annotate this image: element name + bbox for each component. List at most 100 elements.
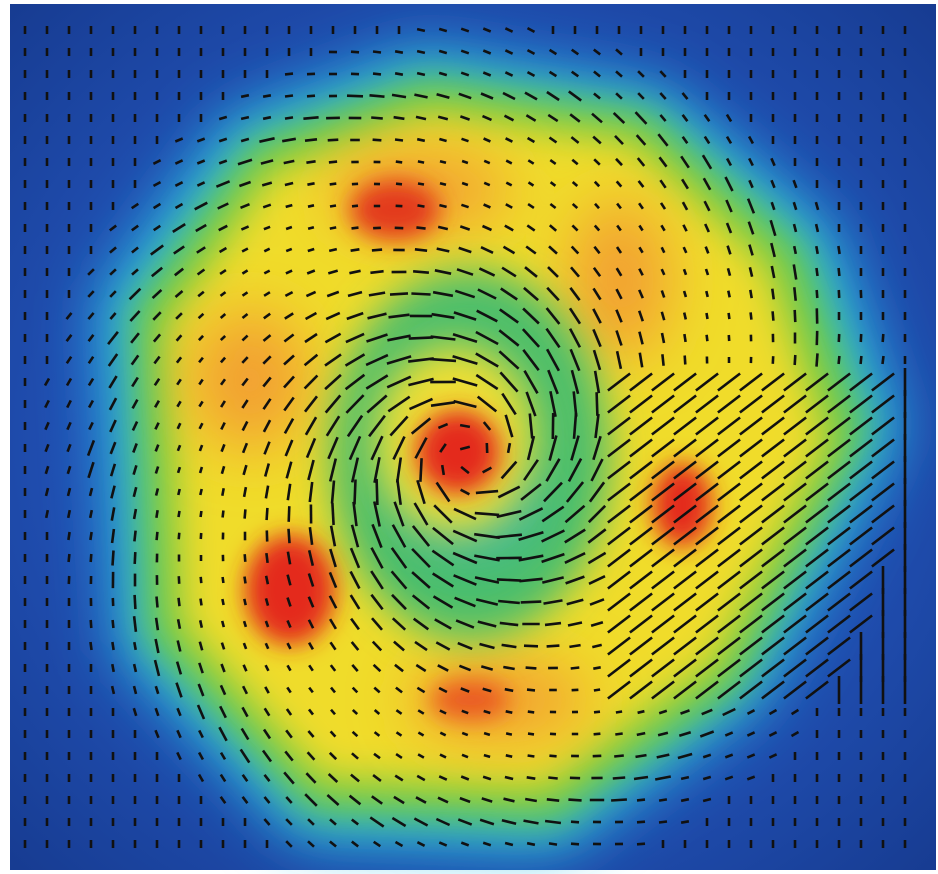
glyph — [637, 800, 645, 801]
glyph — [329, 249, 337, 251]
glyph — [637, 822, 645, 823]
glyph — [330, 206, 336, 207]
glyph — [420, 458, 421, 482]
glyph — [285, 117, 293, 118]
glyph — [545, 623, 561, 625]
glyph — [684, 334, 685, 342]
glyph — [527, 843, 535, 845]
glyph — [417, 29, 425, 31]
glyph — [684, 291, 686, 297]
glyph — [883, 334, 884, 342]
glyph — [303, 117, 318, 118]
glyph — [681, 799, 689, 801]
glyph — [68, 532, 69, 540]
glyph — [178, 467, 180, 473]
glyph — [528, 734, 534, 735]
glyph — [417, 73, 425, 75]
glyph — [134, 616, 136, 632]
glyph — [156, 618, 158, 630]
glyph — [597, 392, 598, 416]
glyph — [729, 313, 730, 319]
glyph — [241, 117, 249, 119]
glyph — [638, 711, 645, 713]
glyph — [750, 290, 751, 298]
glyph — [285, 74, 293, 75]
glyph — [571, 668, 580, 669]
glyph — [332, 503, 333, 525]
glyph — [594, 690, 600, 691]
glyph — [112, 664, 113, 672]
glyph — [113, 620, 114, 628]
glyph — [91, 642, 92, 650]
glyph — [816, 246, 817, 254]
glyph — [395, 51, 403, 52]
glyph — [371, 118, 383, 119]
glyph — [839, 268, 840, 276]
glyph — [637, 733, 645, 735]
glyph — [418, 184, 424, 185]
glyph — [289, 506, 290, 522]
glyph — [201, 577, 202, 583]
glyph — [200, 467, 202, 473]
glyph — [200, 489, 201, 495]
glyph — [418, 205, 425, 206]
glyph — [157, 532, 158, 540]
glyph — [484, 755, 490, 757]
glyph — [289, 529, 290, 543]
glyph — [594, 734, 601, 735]
glyph — [413, 271, 429, 272]
glyph — [659, 799, 667, 800]
glyph — [817, 268, 818, 276]
glyph — [440, 161, 446, 163]
glyph — [571, 822, 579, 823]
glyph — [329, 162, 337, 163]
glyph — [179, 511, 180, 517]
glyph — [241, 95, 249, 97]
glyph — [637, 844, 645, 845]
glyph — [285, 96, 293, 97]
glyph — [706, 291, 707, 297]
glyph — [373, 74, 381, 75]
glyph — [527, 690, 535, 691]
glyph — [244, 621, 246, 627]
glyph — [134, 642, 135, 650]
glyph — [506, 711, 513, 712]
glyph — [416, 227, 425, 228]
glyph — [330, 227, 336, 228]
glyph — [521, 602, 542, 603]
glyph — [611, 800, 627, 801]
glyph — [135, 552, 136, 564]
glyph — [662, 354, 663, 366]
glyph — [373, 52, 381, 53]
glyph — [134, 664, 136, 672]
glyph — [547, 646, 560, 647]
glyph — [347, 96, 363, 97]
glyph — [571, 844, 579, 845]
glyph — [223, 577, 224, 583]
glyph — [773, 311, 774, 320]
glyph — [222, 599, 223, 605]
glyph — [524, 646, 538, 647]
glyph — [245, 509, 246, 518]
glyph — [549, 756, 556, 757]
glyph — [505, 689, 513, 691]
glyph — [615, 734, 622, 735]
glyph — [91, 554, 92, 562]
glyph — [352, 206, 358, 207]
glyph — [201, 599, 202, 606]
glyph — [568, 800, 581, 801]
glyph — [396, 162, 402, 163]
glyph — [266, 553, 267, 563]
glyph — [46, 510, 48, 518]
glyph — [390, 293, 408, 294]
glyph — [817, 290, 818, 298]
glyph — [377, 479, 378, 505]
glyph — [728, 291, 729, 298]
glyph — [439, 205, 446, 207]
glyph — [308, 227, 314, 229]
glyph — [548, 778, 557, 779]
glyph — [135, 595, 136, 609]
glyph — [506, 733, 512, 734]
glyph — [372, 250, 382, 251]
glyph — [373, 140, 382, 141]
